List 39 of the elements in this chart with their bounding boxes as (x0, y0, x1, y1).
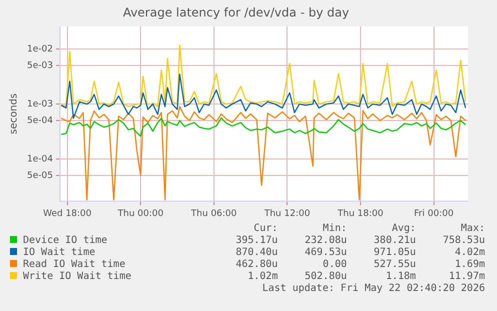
legend-label: IO Wait time (22, 247, 96, 259)
y-tick-label: 5e-03 (26, 61, 53, 72)
y-tick-label: 5e-05 (26, 170, 53, 181)
y-tick-label: 1e-04 (26, 154, 54, 164)
text: 870.40u (234, 247, 278, 259)
text: Cur: (252, 223, 278, 235)
x-tick-label: Thu 12:00 (263, 208, 310, 219)
text: Max: (460, 223, 485, 235)
legend-label: Device IO time (22, 235, 108, 247)
chart-title: Average latency for /dev/vda - by day (122, 5, 350, 20)
text: 4.02m (454, 247, 485, 259)
x-tick-label: Thu 00:00 (116, 208, 164, 219)
text: 1.02m (246, 271, 278, 283)
legend-label: Write IO Wait time (22, 271, 132, 283)
text: 0.00 (322, 259, 347, 271)
x-tick-label: Thu 18:00 (336, 208, 384, 219)
y-tick-label: 5e-04 (26, 116, 54, 126)
text: 527.55u (372, 259, 416, 271)
text: Min: (322, 223, 347, 235)
text: 1.69m (454, 259, 485, 271)
text: 971.05u (372, 247, 416, 259)
text: 758.53u (442, 235, 485, 247)
text: 469.53u (304, 247, 347, 259)
text: 395.17u (234, 235, 278, 247)
text: 502.80u (304, 271, 347, 283)
y-tick-label: 1e-03 (26, 99, 53, 110)
x-tick-label: Fri 00:00 (414, 208, 454, 219)
text: Last update: Fri May 22 02:40:20 2026 (261, 283, 485, 295)
y-tick-label: 1e-02 (26, 44, 53, 55)
y-axis-title: seconds (8, 93, 20, 134)
text: 232.08u (304, 235, 347, 247)
text: Avg: (390, 223, 416, 235)
x-tick-label: Wed 18:00 (43, 208, 92, 219)
text: 1.18m (384, 271, 416, 283)
x-tick-label: Thu 06:00 (190, 208, 238, 219)
text: 380.21u (372, 235, 416, 247)
legend-label: Read IO Wait time (22, 259, 126, 271)
text: 462.80u (234, 259, 278, 271)
text: 11.97m (448, 271, 485, 283)
